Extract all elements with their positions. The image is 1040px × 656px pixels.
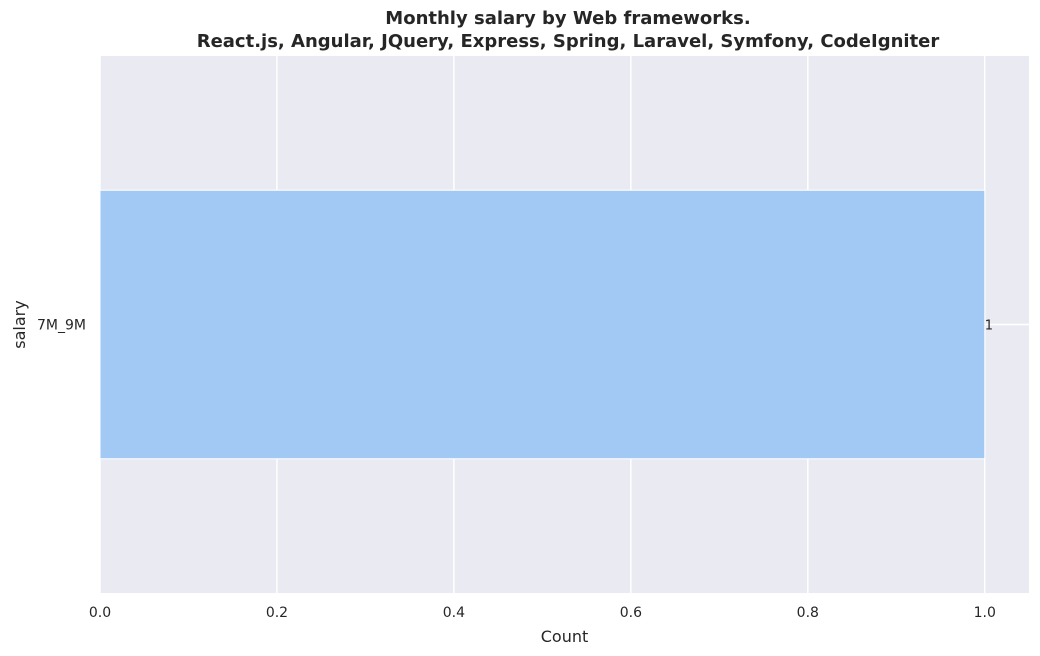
y-tick-label: 7M_9M — [37, 318, 86, 334]
x-tick-label: 0.4 — [443, 605, 465, 621]
bars: 1 — [99, 189, 993, 460]
chart-subtitle: React.js, Angular, JQuery, Express, Spri… — [197, 31, 940, 52]
x-tick-label: 0.6 — [620, 605, 642, 621]
bar — [99, 189, 986, 460]
x-tick-label: 0.8 — [797, 605, 819, 621]
y-axis-label: salary — [10, 300, 29, 348]
chart-title: Monthly salary by Web frameworks. — [385, 8, 750, 29]
bar-data-label: 1 — [985, 319, 993, 334]
x-tick-label: 0.2 — [266, 605, 288, 621]
x-axis-label: Count — [541, 627, 589, 646]
y-axis-ticks: 7M_9M — [37, 318, 86, 334]
x-tick-label: 1.0 — [974, 605, 996, 621]
x-axis-ticks: 0.0 0.2 0.4 0.6 0.8 1.0 — [89, 605, 996, 621]
x-tick-label: 0.0 — [89, 605, 111, 621]
